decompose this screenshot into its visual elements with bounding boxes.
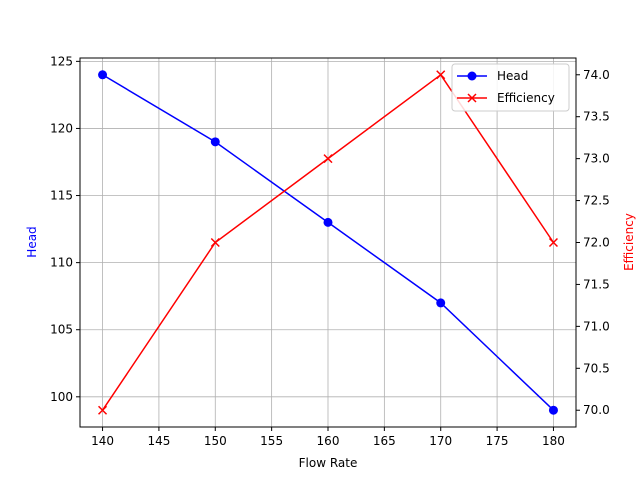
x-tick-label: 180 <box>542 434 565 448</box>
x-tick-label: 150 <box>204 434 227 448</box>
y-left-tick-label: 110 <box>50 256 73 270</box>
y-right-tick-label: 71.5 <box>583 277 610 291</box>
y-left-tick-label: 120 <box>50 121 73 135</box>
legend-efficiency-label: Efficiency <box>497 91 555 105</box>
y-right-tick-label: 73.5 <box>583 110 610 124</box>
y-right-tick-label: 72.0 <box>583 236 610 250</box>
legend-head-label: Head <box>497 69 528 83</box>
y-left-tick-label: 125 <box>50 54 73 68</box>
x-axis-label: Flow Rate <box>299 456 358 470</box>
x-tick-label: 175 <box>486 434 509 448</box>
x-tick-label: 155 <box>260 434 283 448</box>
y-right-tick-label: 70.5 <box>583 361 610 375</box>
x-tick-label: 165 <box>373 434 396 448</box>
y-left-tick-label: 100 <box>50 390 73 404</box>
head-point <box>98 70 108 80</box>
y-left-tick-label: 105 <box>50 323 73 337</box>
efficiency-point <box>323 154 333 164</box>
series-layer <box>98 70 558 415</box>
y-axis-right: 70.0 70.5 71.0 71.5 72.0 72.5 73.0 73.5 74.0 <box>576 68 610 417</box>
legend-head-marker <box>467 71 477 81</box>
x-axis: 140 145 150 155 160 165 170 175 180 <box>91 427 565 448</box>
y-right-tick-label: 72.5 <box>583 194 610 208</box>
efficiency-point <box>98 405 108 415</box>
legend-efficiency-marker <box>467 93 477 103</box>
efficiency-point <box>548 237 558 248</box>
head-point <box>323 217 333 227</box>
y-right-tick-label: 70.0 <box>583 403 610 417</box>
head-point <box>436 298 446 308</box>
y-right-tick-label: 74.0 <box>583 68 610 82</box>
head-point <box>210 137 220 147</box>
y-left-tick-label: 115 <box>50 189 73 203</box>
legend: Head Efficiency <box>451 63 570 112</box>
y-axis-left: 100 105 110 115 120 125 <box>50 54 80 404</box>
x-tick-label: 140 <box>91 434 114 448</box>
y-axis-left-label: Head <box>25 226 39 257</box>
efficiency-point <box>436 70 446 80</box>
y-right-tick-label: 71.0 <box>583 319 610 333</box>
y-axis-right-label: Efficiency <box>622 213 636 271</box>
head-point <box>548 405 558 415</box>
x-tick-label: 170 <box>429 434 452 448</box>
x-tick-label: 160 <box>317 434 340 448</box>
grid-lines <box>80 58 576 427</box>
y-right-tick-label: 73.0 <box>583 152 610 166</box>
efficiency-point <box>210 237 220 248</box>
x-tick-label: 145 <box>147 434 170 448</box>
